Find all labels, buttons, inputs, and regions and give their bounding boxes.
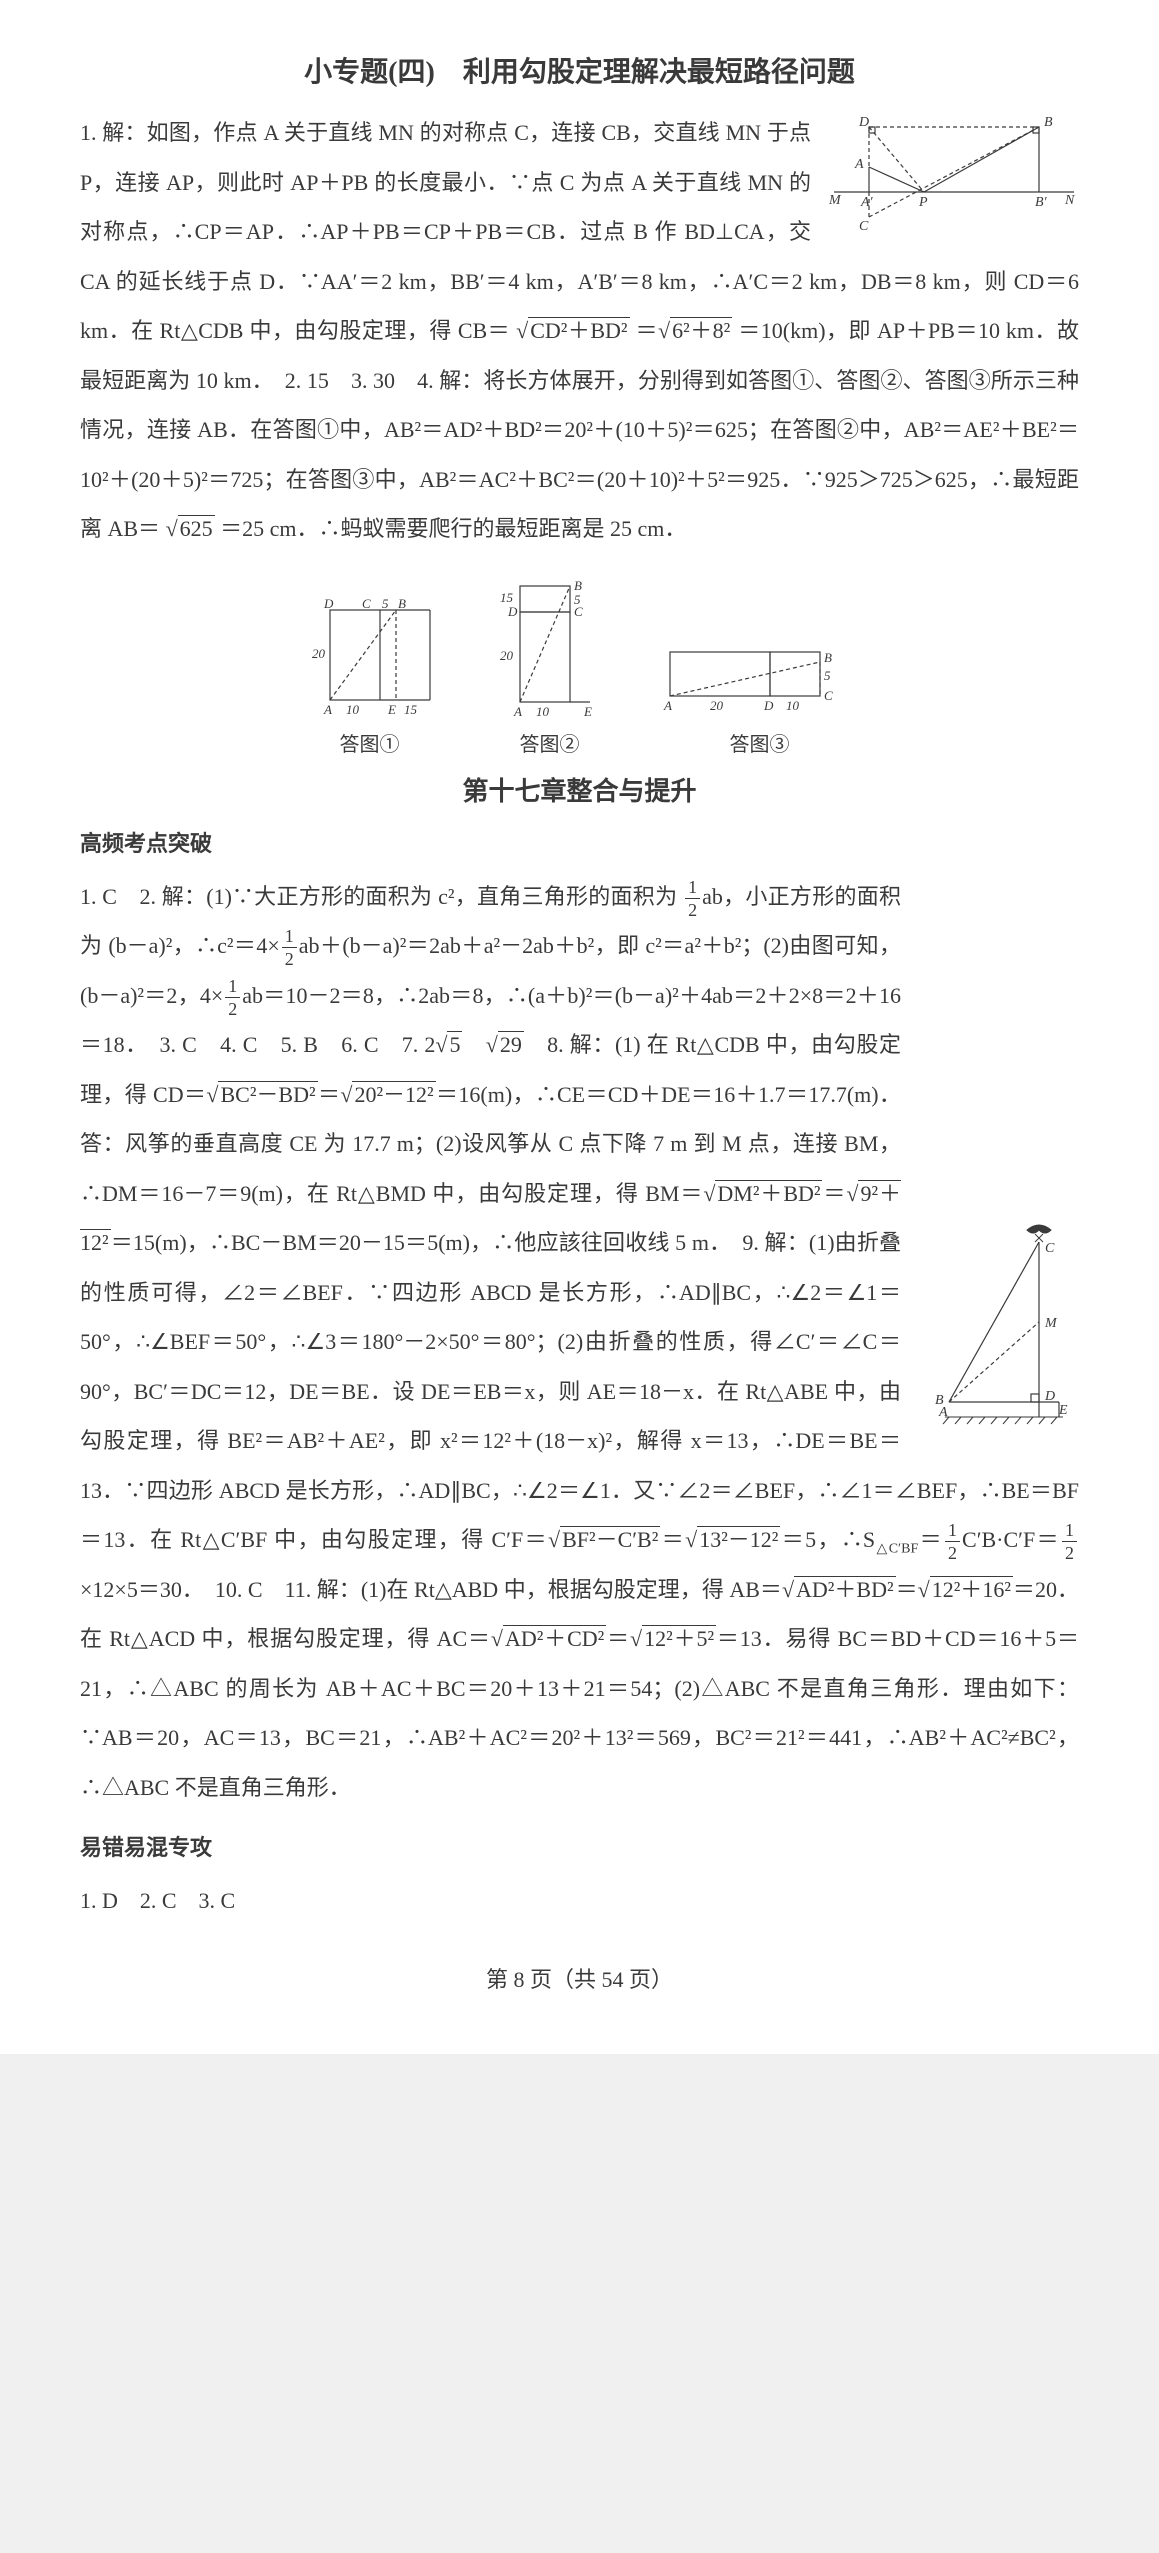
p1-b: ＝10(km)，即 AP＋PB＝10 km．故最短距离为 10 km． 2. 1…	[80, 318, 1079, 541]
svg-text:B′: B′	[1035, 195, 1048, 210]
svg-text:B: B	[398, 596, 406, 611]
svg-text:15: 15	[404, 702, 418, 717]
svg-text:E: E	[583, 704, 592, 719]
figure-row-unfold: D C 5 B 20 A 10 E 15 答图①	[80, 572, 1079, 757]
p2-m: ＝13．易得 BC＝BD＋CD＝16＋5＝21，∴△ABC 的周长为 AB＋AC…	[80, 1626, 1079, 1800]
svg-text:M: M	[829, 193, 842, 208]
sqrt-625: 625	[178, 515, 215, 541]
heading-gaopin: 高频考点突破	[80, 826, 1079, 858]
svg-text:C: C	[362, 596, 371, 611]
chapter-17-title: 第十七章整合与提升	[80, 771, 1079, 808]
p2-i: ＝	[918, 1527, 943, 1552]
svg-text:A′: A′	[860, 195, 874, 210]
svg-text:D: D	[507, 604, 518, 619]
heading-yicuo: 易错易混专攻	[80, 1830, 1079, 1862]
answer-fig-1: D C 5 B 20 A 10 E 15 答图①	[300, 592, 440, 757]
svg-text:20: 20	[710, 698, 724, 713]
svg-text:A: A	[854, 157, 864, 172]
svg-text:20: 20	[312, 646, 326, 661]
svg-text:10: 10	[786, 698, 800, 713]
fig2-caption: 答图②	[520, 728, 580, 757]
figure-kite: C M B A D E	[919, 1212, 1079, 1437]
svg-text:5: 5	[824, 668, 831, 683]
svg-text:N: N	[1064, 193, 1075, 208]
sqrt-cd-bd: CD²＋BD²	[528, 317, 629, 343]
svg-text:C: C	[859, 219, 869, 234]
svg-text:B: B	[824, 650, 832, 665]
answer-fig-3: A 20 D 10 B 5 C 答图③	[660, 632, 860, 757]
p2-a: 1. C 2. 解：(1)∵大正方形的面积为 c²，直角三角形的面积为	[80, 884, 683, 909]
p2-j: C′B·C′F＝	[962, 1527, 1060, 1552]
svg-text:E: E	[1058, 1403, 1068, 1418]
page-title: 小专题(四) 利用勾股定理解决最短路径问题	[80, 50, 1079, 90]
svg-text:B: B	[1044, 115, 1053, 130]
svg-text:D: D	[1044, 1389, 1055, 1404]
paragraph-3: 1. D 2. C 3. C	[80, 1876, 1079, 1926]
sqrt-6-8: 6²＋8²	[670, 317, 732, 343]
p1-c: ＝25 cm．∴蚂蚁需要爬行的最短距离是 25 cm．	[220, 516, 686, 541]
svg-text:M: M	[1044, 1316, 1058, 1331]
fig1-caption: 答图①	[340, 728, 400, 757]
p2-h: ＝5，∴S	[780, 1527, 875, 1552]
svg-text:D: D	[323, 596, 334, 611]
svg-text:B: B	[574, 578, 582, 593]
svg-text:C: C	[1045, 1241, 1055, 1256]
svg-text:5: 5	[382, 596, 389, 611]
p2-k: ×12×5＝30． 10. C 11. 解：(1)在 Rt△ABD 中，根据勾股…	[80, 1577, 782, 1602]
svg-text:D: D	[763, 698, 774, 713]
svg-text:10: 10	[536, 704, 550, 719]
svg-text:A: A	[663, 698, 672, 713]
svg-text:20: 20	[500, 648, 514, 663]
svg-text:P: P	[918, 195, 928, 210]
answer-fig-2: 15 D B 5 C 20 A 10 E 答图②	[490, 572, 610, 757]
svg-text:15: 15	[500, 590, 514, 605]
fig3-caption: 答图③	[730, 728, 790, 757]
svg-text:C: C	[824, 688, 833, 703]
svg-text:A: A	[938, 1405, 948, 1420]
svg-text:A: A	[513, 704, 522, 719]
figure-reflection: D B A M A′ P B′ N C	[829, 112, 1079, 247]
svg-text:A: A	[323, 702, 332, 717]
page: 小专题(四) 利用勾股定理解决最短路径问题 D B A	[0, 0, 1159, 2054]
svg-text:E: E	[387, 702, 396, 717]
svg-text:C: C	[574, 604, 583, 619]
svg-text:10: 10	[346, 702, 360, 717]
svg-text:D: D	[858, 115, 869, 130]
page-footer: 第 8 页（共 54 页）	[80, 1962, 1079, 1994]
